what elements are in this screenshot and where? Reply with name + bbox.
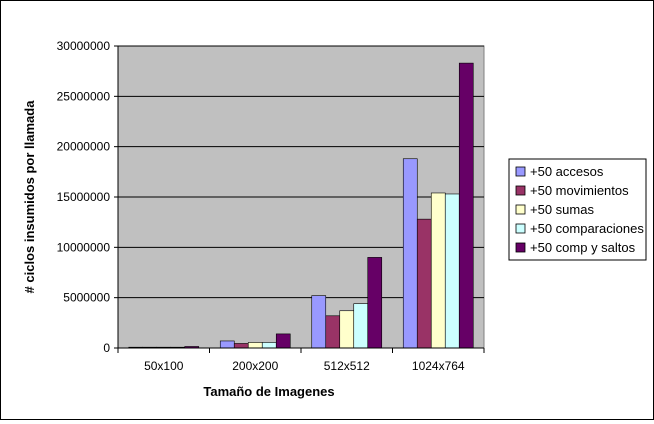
- bars: [128, 62, 474, 349]
- y-tick-label: 25000000: [57, 89, 111, 103]
- bar: [261, 342, 277, 349]
- y-tick-label: 5000000: [63, 291, 110, 305]
- y-axis-title: # ciclos insumidos por llamada: [22, 100, 37, 294]
- bar: [353, 303, 369, 349]
- bar: [311, 295, 327, 349]
- x-tick-label: 1024x764: [412, 359, 465, 373]
- legend-label: +50 sumas: [530, 202, 594, 217]
- bar: [325, 315, 341, 349]
- bar: [416, 218, 432, 349]
- x-tick-label: 200x200: [232, 359, 278, 373]
- y-tick-label: 0: [103, 341, 110, 355]
- bar: [367, 257, 383, 349]
- legend-label: +50 accesos: [530, 164, 604, 179]
- y-tick-label: 15000000: [57, 190, 111, 204]
- legend-swatch: [515, 204, 526, 215]
- x-tick-labels: 50x100 200x200 512x512 1024x764: [117, 348, 485, 373]
- bar: [430, 192, 446, 349]
- legend-swatch: [515, 166, 526, 177]
- y-tick-label: 30000000: [57, 39, 111, 53]
- y-tick-label: 10000000: [57, 240, 111, 254]
- legend-label: +50 movimientos: [530, 183, 629, 198]
- bar: [275, 333, 291, 349]
- legend-swatch: [515, 185, 526, 196]
- y-tick-labels: 0 5000000 10000000 15000000 20000000 25000000…: [57, 39, 111, 355]
- bar: [233, 343, 249, 349]
- legend-swatch: [515, 223, 526, 234]
- legend-box: [508, 158, 647, 261]
- bar: [402, 158, 418, 349]
- legend-swatch: [515, 242, 526, 253]
- bar: [339, 310, 355, 349]
- bar: [219, 340, 235, 349]
- x-tick-label: 512x512: [324, 359, 370, 373]
- legend-label: +50 comparaciones: [530, 221, 644, 236]
- legend: +50 accesos +50 movimientos +50 sumas +50 c…: [508, 158, 647, 261]
- bar: [458, 62, 474, 349]
- legend-label: +50 comp y saltos: [530, 240, 636, 255]
- x-axis-title: Tamaño de Imagenes: [203, 384, 334, 399]
- bar: [444, 193, 460, 349]
- y-tick-label: 20000000: [57, 140, 111, 154]
- x-tick-label: 50x100: [144, 359, 184, 373]
- bar: [247, 342, 263, 349]
